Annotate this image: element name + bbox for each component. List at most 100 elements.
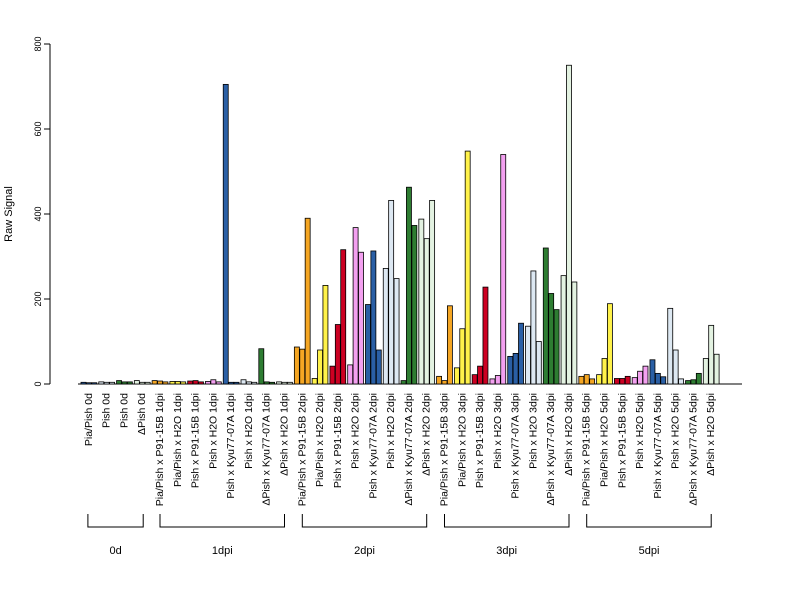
x-tick-label: Pish x Kyu77-07A 5dpi (652, 393, 664, 499)
bar (322, 284, 329, 385)
bar (624, 375, 631, 385)
bar (382, 267, 389, 385)
bar (375, 349, 382, 385)
bar (334, 324, 341, 385)
x-tick-label: Pia/Pish x P91-15B 5dpi (581, 393, 593, 506)
bar (109, 381, 115, 385)
bar (215, 381, 222, 385)
bar (560, 275, 567, 385)
bar (406, 186, 412, 385)
bar (286, 381, 293, 385)
bar (637, 370, 643, 385)
bar (121, 381, 128, 385)
bar (446, 305, 453, 385)
bar (654, 372, 661, 385)
bar (548, 293, 555, 385)
bar (139, 381, 146, 385)
bar (702, 358, 709, 385)
x-tick-label: ΔPish x Kyu77-07A 3dpi (545, 393, 557, 506)
bar (180, 381, 187, 385)
x-tick-label: ΔPish x Kyu77-07A 5dpi (687, 393, 699, 506)
bar (464, 150, 471, 385)
bar (169, 381, 176, 385)
x-tick-label: ΔPish x Kyu77-07A 1dpi (261, 393, 273, 506)
bar (91, 382, 98, 385)
bar (304, 217, 311, 385)
bar (80, 381, 87, 385)
bar (525, 325, 531, 385)
bar (162, 381, 169, 385)
bar (263, 381, 270, 385)
bar (507, 355, 514, 385)
bar (347, 364, 354, 385)
bar (198, 381, 204, 385)
bar (518, 322, 524, 385)
bar (429, 199, 436, 385)
x-tick-label: ΔPish 0d (136, 393, 148, 435)
bar (258, 348, 265, 385)
x-tick-label: Pish x P91-15B 5dpi (616, 393, 628, 488)
x-tick-label: ΔPish x Kyu77-07A 2dpi (403, 393, 415, 506)
group-label: 0d (109, 545, 121, 557)
x-tick-label: Pia/Pish x P91-15B 1dpi (154, 393, 166, 506)
bar (192, 380, 199, 385)
bar (116, 380, 122, 385)
bar (453, 367, 460, 385)
bar (205, 381, 211, 385)
x-tick-label: Pia/Pish x H2O 1dpi (172, 393, 184, 487)
bar (418, 218, 425, 385)
bar (329, 365, 336, 385)
bar (489, 378, 496, 385)
bar (436, 375, 443, 385)
bar (660, 376, 667, 385)
bar (144, 381, 151, 385)
x-tick-label: Pish x P91-15B 2dpi (332, 393, 344, 488)
bar (157, 380, 163, 385)
x-tick-label: Pish x H2O 3dpi (527, 393, 539, 469)
x-tick-label: Pish x Kyu77-07A 2dpi (367, 393, 379, 499)
bar (678, 378, 684, 385)
x-tick-label: Pish x H2O 1dpi (207, 393, 219, 469)
bar (370, 250, 377, 385)
x-tick-label: Pish x H2O 5dpi (634, 393, 646, 469)
bar (126, 381, 133, 385)
bar (311, 378, 318, 385)
group-label: 1dpi (212, 545, 233, 557)
bar (530, 270, 537, 385)
bar (571, 281, 578, 385)
bar (340, 249, 347, 385)
bar (685, 380, 691, 385)
bar (500, 154, 507, 385)
y-tick-label: 800 (33, 36, 43, 51)
group-label: 5dpi (639, 545, 660, 557)
bar (352, 227, 359, 385)
bar (672, 349, 679, 385)
bar (210, 379, 217, 385)
bar (708, 324, 715, 385)
bar (246, 381, 252, 385)
bar (607, 303, 613, 385)
bar (276, 381, 282, 385)
bar (494, 375, 501, 385)
x-tick-label: Pia/Pish x H2O 5dpi (599, 393, 611, 487)
bar (713, 353, 720, 385)
bar (459, 328, 466, 385)
bar (596, 374, 603, 385)
bar (471, 374, 478, 385)
bar (423, 238, 430, 385)
bar (667, 307, 674, 385)
group-label: 2dpi (354, 545, 375, 557)
bar (512, 352, 519, 385)
x-tick-label: Pia/Pish x P91-15B 3dpi (439, 393, 451, 506)
bar (233, 381, 240, 385)
y-tick-label: 600 (33, 121, 43, 136)
bar (411, 225, 418, 385)
group-bracket (586, 514, 712, 528)
group-bracket (87, 514, 144, 528)
bar (601, 358, 608, 385)
bar (281, 381, 288, 385)
x-tick-label: Pish x P91-15B 1dpi (190, 393, 202, 488)
bar (133, 380, 140, 385)
x-tick-label: ΔPish x H2O 1dpi (278, 393, 290, 476)
